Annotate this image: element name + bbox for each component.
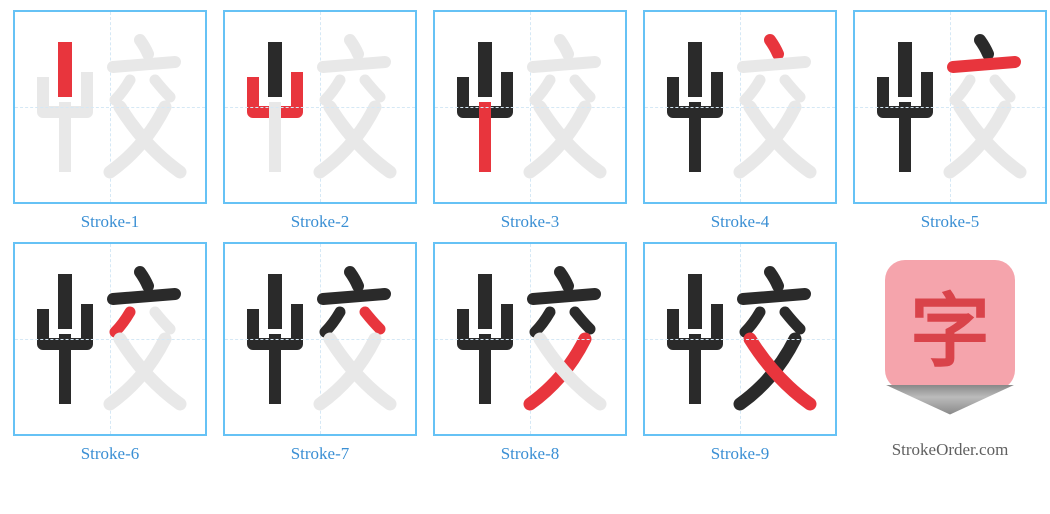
stroke-cell: Stroke-3 (430, 10, 630, 232)
stroke-label: Stroke-3 (501, 212, 560, 232)
stroke-box (433, 10, 627, 204)
stroke-label: Stroke-4 (711, 212, 770, 232)
stroke-cell: Stroke-7 (220, 242, 420, 464)
logo-char: 字 (885, 260, 1015, 390)
stroke-svg (855, 12, 1045, 202)
stroke-box (643, 10, 837, 204)
logo-cell: 字 StrokeOrder.com (850, 242, 1050, 464)
site-label: StrokeOrder.com (892, 440, 1009, 460)
stroke-svg (15, 12, 205, 202)
stroke-label: Stroke-5 (921, 212, 980, 232)
stroke-box (643, 242, 837, 436)
stroke-box (433, 242, 627, 436)
stroke-box (13, 242, 207, 436)
stroke-cell: Stroke-8 (430, 242, 630, 464)
stroke-cell: Stroke-6 (10, 242, 210, 464)
stroke-svg (435, 244, 625, 434)
stroke-cell: Stroke-1 (10, 10, 210, 232)
stroke-box (13, 10, 207, 204)
stroke-box (853, 10, 1047, 204)
stroke-label: Stroke-6 (81, 444, 140, 464)
stroke-label: Stroke-8 (501, 444, 560, 464)
stroke-label: Stroke-7 (291, 444, 350, 464)
stroke-svg (225, 12, 415, 202)
stroke-cell: Stroke-2 (220, 10, 420, 232)
stroke-cell: Stroke-4 (640, 10, 840, 232)
stroke-svg (645, 244, 835, 434)
stroke-svg (225, 244, 415, 434)
stroke-label: Stroke-1 (81, 212, 140, 232)
stroke-grid: Stroke-1 Stroke-2 Stroke-3 Stroke-4 Stroke-5… (10, 10, 1040, 464)
stroke-label: Stroke-9 (711, 444, 770, 464)
logo-box: 字 (855, 242, 1045, 432)
pencil-icon (885, 385, 1015, 415)
stroke-cell: Stroke-9 (640, 242, 840, 464)
stroke-svg (645, 12, 835, 202)
stroke-box (223, 10, 417, 204)
stroke-box (223, 242, 417, 436)
stroke-cell: Stroke-5 (850, 10, 1050, 232)
stroke-svg (15, 244, 205, 434)
stroke-label: Stroke-2 (291, 212, 350, 232)
stroke-svg (435, 12, 625, 202)
